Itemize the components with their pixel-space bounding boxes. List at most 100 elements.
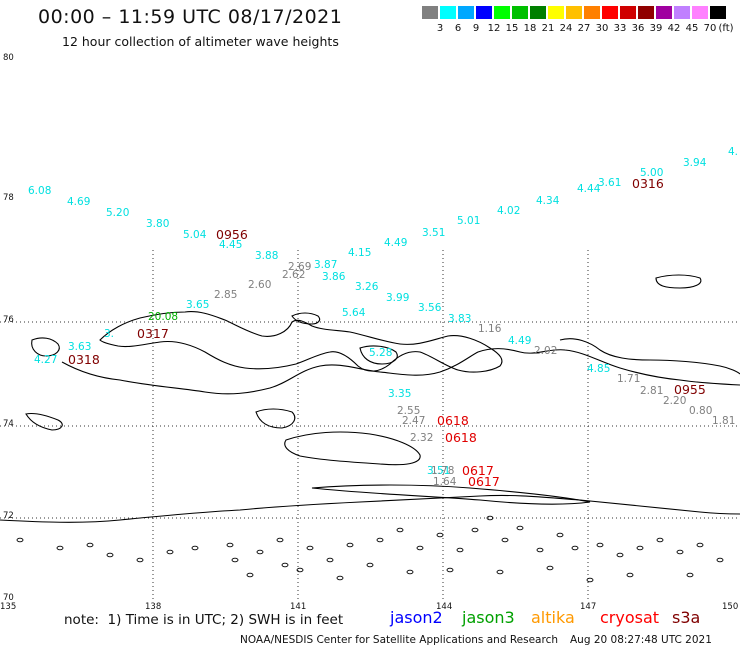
wave-height-value: 3.94 [683, 157, 707, 169]
latitude-label: 74 [3, 419, 14, 429]
lake-dot [16, 537, 24, 543]
lake-dot [696, 542, 704, 548]
longitude-label: 144 [436, 602, 452, 612]
longitude-label: 135 [0, 602, 16, 612]
wave-height-value: 2.55 [397, 405, 420, 417]
pass-time-label: 0618 [445, 430, 477, 445]
lake-dot [556, 532, 564, 538]
pass-time-label: 0955 [674, 382, 706, 397]
latitude-label: 80 [3, 53, 14, 63]
mission-label: cryosat [600, 608, 660, 627]
lake-dot [281, 562, 289, 568]
wave-height-value: 2.69 [288, 261, 311, 273]
lake-dot [256, 549, 264, 555]
wave-height-value: 4.02 [497, 205, 520, 217]
color-swatch [710, 6, 726, 19]
wave-height-value: 5.64 [342, 307, 366, 319]
footer-timestamp: Aug 20 08:27:48 UTC 2021 [570, 634, 712, 646]
color-legend-label: 12 [487, 23, 501, 34]
footer-credit: NOAA/NESDIS Center for Satellite Applica… [240, 634, 558, 646]
lake-dot [501, 537, 509, 543]
lake-dot [106, 552, 114, 558]
color-swatch [512, 6, 528, 19]
wave-height-value: 4. [728, 146, 738, 158]
color-legend-label: 24 [559, 23, 573, 34]
lake-dot [496, 569, 504, 575]
color-legend-label: 9 [472, 23, 480, 34]
color-swatch [566, 6, 582, 19]
lake-dot [191, 545, 199, 551]
color-legend-label: 15 [505, 23, 519, 34]
wave-height-value: 3.86 [322, 271, 346, 283]
color-legend-label: 3 [436, 23, 444, 34]
wave-height-value: 3.88 [255, 250, 278, 262]
wave-height-value: 3.35 [388, 388, 411, 400]
wave-height-value: 2.85 [214, 289, 237, 301]
lake-dot [656, 537, 664, 543]
lake-dot [446, 567, 454, 573]
lake-dot [396, 527, 404, 533]
color-legend-label: 39 [649, 23, 663, 34]
wave-height-value: 1.71 [617, 373, 640, 385]
lake-dot [546, 565, 554, 571]
mission-label: s3a [672, 608, 701, 627]
lake-dot [636, 545, 644, 551]
lake-dot [406, 569, 414, 575]
lake-dot [626, 572, 634, 578]
lake-dot [586, 577, 594, 583]
spit-east [311, 484, 591, 505]
wave-height-value: 5.00 [640, 167, 663, 179]
lake-dot [336, 575, 344, 581]
color-legend-label: 27 [577, 23, 591, 34]
wave-height-labels: 6.08 4.69 5.20 3.80 5.04 4.45 3.88 3.873.864.15… [28, 146, 738, 488]
color-legend-unit: (ft) [718, 23, 734, 34]
color-swatch [422, 6, 438, 19]
island-small-north [291, 312, 321, 325]
color-legend-label: 30 [595, 23, 609, 34]
graticule [0, 250, 740, 600]
color-legend-label: 21 [541, 23, 555, 34]
island-ne [655, 274, 702, 289]
wave-height-value: 2.60 [248, 279, 271, 291]
wave-height-value: 4.49 [384, 237, 407, 249]
wave-height-value: 2.47 [402, 415, 425, 427]
color-legend-label: 33 [613, 23, 627, 34]
lake-dot [226, 542, 234, 548]
lake-dot [346, 542, 354, 548]
lake-dot [231, 557, 239, 563]
color-legend-label: 70 [703, 23, 717, 34]
color-legend-label: 45 [685, 23, 699, 34]
wave-height-value: 2.02 [534, 345, 557, 357]
latitude-label: 76 [3, 315, 14, 325]
wave-height-value: 5.20 [106, 207, 129, 219]
southern-coast [0, 494, 740, 523]
island-kotelny [99, 311, 503, 373]
lake-dot [676, 549, 684, 555]
wave-height-value: 4.45 [219, 239, 242, 251]
lake-dot [471, 527, 479, 533]
color-swatch [692, 6, 708, 19]
wave-height-value: 4.15 [348, 247, 371, 259]
lake-dot [486, 515, 494, 521]
lake-dot [436, 532, 444, 538]
pass-time-label: 0618 [437, 413, 469, 428]
lake-dot [136, 557, 144, 563]
island-inner-lake [359, 345, 398, 365]
lake-dot [376, 537, 384, 543]
wave-height-value: 2.62 [282, 269, 305, 281]
lake-dot [246, 572, 254, 578]
wave-height-value: 2.32 [410, 432, 433, 444]
coastline [0, 274, 740, 523]
island-far-west [25, 412, 63, 431]
color-swatch [638, 6, 654, 19]
color-swatch [620, 6, 636, 19]
wave-height-value: 3.61 [598, 177, 621, 189]
lake-dot [516, 525, 524, 531]
wave-height-value: 3.87 [314, 259, 337, 271]
color-legend-label: 18 [523, 23, 537, 34]
lake-dot [686, 572, 694, 578]
color-legend-label: 42 [667, 23, 681, 34]
pass-time-label: 0956 [216, 227, 248, 242]
wave-height-value: 3.99 [386, 292, 409, 304]
